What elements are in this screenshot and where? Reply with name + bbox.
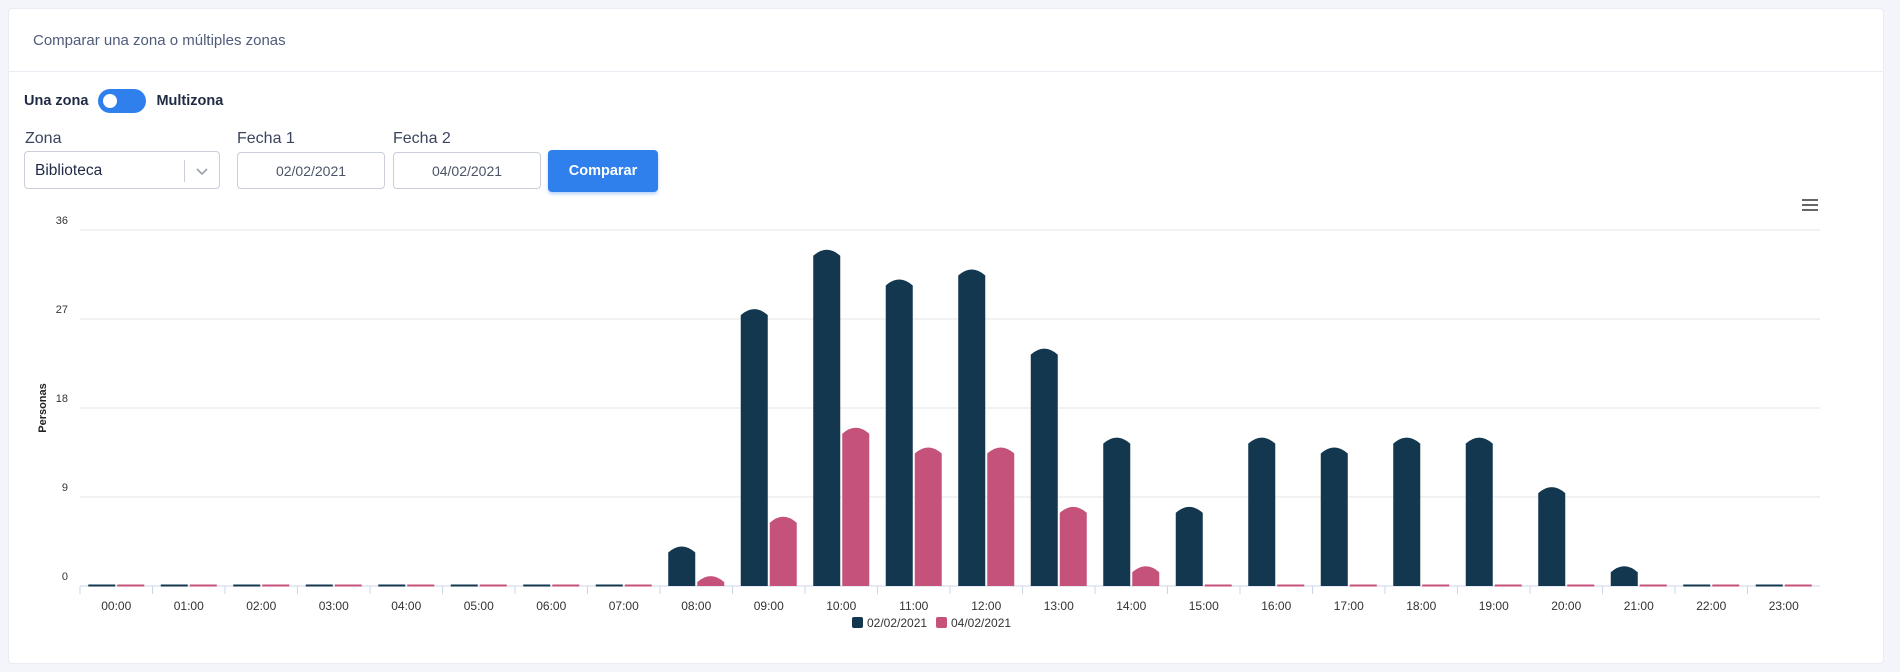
toggle-right-label: Multizona bbox=[156, 93, 224, 109]
fecha1-label: Fecha 1 bbox=[237, 130, 295, 147]
comparison-card: Comparar una zona o múltiples zonas bbox=[8, 8, 1884, 664]
fecha2-input[interactable]: 04/02/2021 bbox=[393, 152, 541, 189]
hamburger-menu-icon[interactable] bbox=[1802, 198, 1818, 212]
compare-button[interactable]: Comparar bbox=[548, 150, 658, 192]
switch-knob bbox=[103, 94, 118, 108]
fecha1-input[interactable]: 02/02/2021 bbox=[237, 152, 385, 189]
mode-toggle-row: Una zona Multizona bbox=[24, 89, 223, 113]
chevron-down-icon[interactable] bbox=[193, 162, 211, 180]
zona-select-value: Biblioteca bbox=[35, 162, 103, 179]
fecha2-label: Fecha 2 bbox=[393, 130, 451, 147]
card-title: Comparar una zona o múltiples zonas bbox=[9, 9, 1883, 72]
toggle-left-label: Una zona bbox=[24, 93, 89, 109]
zona-select[interactable]: Biblioteca bbox=[24, 151, 220, 189]
mode-switch[interactable] bbox=[98, 89, 147, 113]
select-separator bbox=[184, 160, 185, 182]
zona-label: Zona bbox=[25, 130, 62, 147]
